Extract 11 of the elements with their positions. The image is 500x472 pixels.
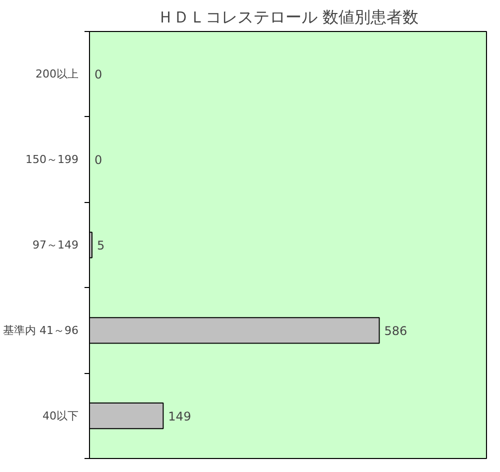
y-tick-label: 200以上	[36, 68, 79, 81]
y-tick-label: 40以下	[42, 409, 79, 422]
y-tick-label: 150～199	[26, 153, 79, 166]
data-label: 586	[384, 324, 408, 338]
y-tick-label: 97～149	[32, 238, 79, 252]
data-label: 0	[94, 68, 102, 82]
data-label: 0	[94, 153, 102, 168]
chart-title: ＨＤＬコレステロール 数値別患者数	[157, 8, 419, 26]
y-tick-label: 基準内 41～96	[3, 324, 79, 337]
data-label: 149	[168, 409, 192, 424]
data-label: 5	[96, 238, 105, 252]
